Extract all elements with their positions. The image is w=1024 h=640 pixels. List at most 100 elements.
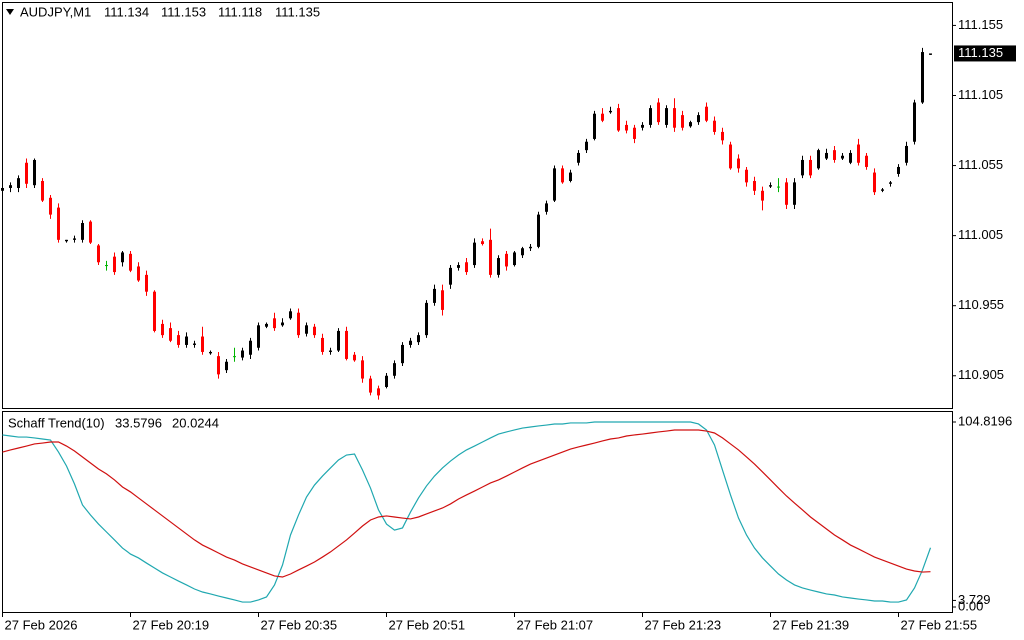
candle-body: [33, 159, 36, 186]
candle-body: [545, 203, 548, 212]
candle-body: [321, 337, 324, 352]
candle-body: [369, 378, 372, 393]
candle-body: [433, 288, 436, 303]
candle-body: [25, 162, 28, 184]
quote-close: 111.135: [275, 4, 320, 19]
candle-body: [209, 351, 212, 354]
y-tick-label: 111.155: [958, 17, 1003, 32]
candle-body: [889, 182, 892, 184]
candle-body: [385, 375, 388, 387]
candle-body: [401, 344, 404, 364]
indicator-value: 33.5796: [115, 415, 162, 430]
x-tick-label: 27 Feb 21:39: [773, 617, 850, 632]
candle-body: [353, 354, 356, 361]
candle-body: [777, 186, 780, 188]
candle-body: [297, 312, 300, 336]
candle-body: [521, 248, 524, 256]
candle-body: [705, 106, 708, 121]
candle-body: [185, 336, 188, 345]
candle-body: [337, 330, 340, 351]
candle-body: [121, 252, 124, 263]
candle-body: [161, 323, 164, 336]
candle-body: [497, 258, 500, 275]
candle-body: [57, 207, 60, 240]
candle-body: [17, 178, 20, 188]
candle-body: [881, 189, 884, 191]
x-tick-label: 27 Feb 20:35: [261, 617, 338, 632]
candle-body: [217, 356, 220, 375]
candle-body: [601, 113, 604, 121]
candle-body: [49, 197, 52, 215]
candle-body: [673, 108, 676, 128]
candle-body: [137, 266, 140, 281]
y-tick-label: 111.055: [958, 157, 1003, 172]
candle-body: [585, 141, 588, 151]
price-pane: [2, 2, 953, 409]
quote-open: 111.134: [104, 4, 149, 19]
candle-body: [841, 155, 844, 159]
indicator-title: Schaff Trend(10): [8, 415, 105, 430]
y-tick-label: 110.955: [958, 297, 1004, 312]
candle-body: [97, 245, 100, 263]
candle-body: [625, 124, 628, 131]
candle-body: [73, 238, 76, 240]
candle-body: [129, 253, 132, 271]
candle-body: [345, 330, 348, 359]
candle-body: [233, 356, 236, 358]
x-tick-label: 27 Feb 21:23: [645, 617, 722, 632]
candle-body: [569, 172, 572, 181]
candle-body: [9, 185, 12, 188]
candle-body: [681, 115, 684, 128]
indicator-pane: [2, 411, 953, 613]
candle-body: [81, 223, 84, 240]
candle-body: [721, 131, 724, 141]
candle-body: [41, 180, 44, 201]
candle-body: [649, 108, 652, 125]
candle-body: [905, 145, 908, 163]
x-tick-label: 27 Feb 20:51: [389, 617, 466, 632]
candle-body: [593, 113, 596, 139]
candle-body: [441, 290, 444, 310]
candle-body: [89, 221, 92, 243]
candle-body: [665, 108, 668, 125]
indicator-line: [2, 429, 931, 578]
candle-body: [769, 185, 772, 187]
indicator-line: [2, 421, 932, 603]
candle-body: [481, 241, 484, 245]
candle-body: [473, 242, 476, 266]
y-tick-label: 3.729: [958, 592, 991, 607]
candle-body: [105, 265, 108, 267]
candle-body: [817, 150, 820, 169]
x-tick-label: 27 Feb 20:19: [133, 617, 210, 632]
y-tick-label: 110.905: [958, 367, 1004, 382]
candle-body: [929, 53, 932, 55]
candle-body: [657, 102, 660, 123]
symbol-menu-arrow[interactable]: [6, 9, 14, 15]
candle-body: [153, 291, 156, 331]
candle-body: [249, 340, 252, 355]
last-price-box: [954, 45, 1016, 62]
candle-body: [577, 152, 580, 163]
x-tick-label: 27 Feb 21:55: [901, 617, 978, 632]
candle-body: [633, 127, 636, 139]
candle-body: [417, 335, 420, 343]
candle-body: [449, 267, 452, 285]
x-tick-label: 27 Feb 21:07: [517, 617, 594, 632]
candle-body: [537, 214, 540, 247]
candle-body: [809, 159, 812, 176]
candle-body: [697, 115, 700, 123]
candle-body: [265, 323, 268, 327]
candle-body: [865, 155, 868, 167]
candle-body: [849, 152, 852, 163]
candle-body: [361, 360, 364, 379]
candle-body: [513, 252, 516, 266]
candle-body: [753, 180, 756, 191]
candle-body: [169, 328, 172, 341]
candle-body: [761, 190, 764, 201]
candle-body: [113, 256, 116, 273]
candle-body: [641, 124, 644, 128]
candle-body: [329, 350, 332, 352]
candle-body: [201, 336, 204, 352]
